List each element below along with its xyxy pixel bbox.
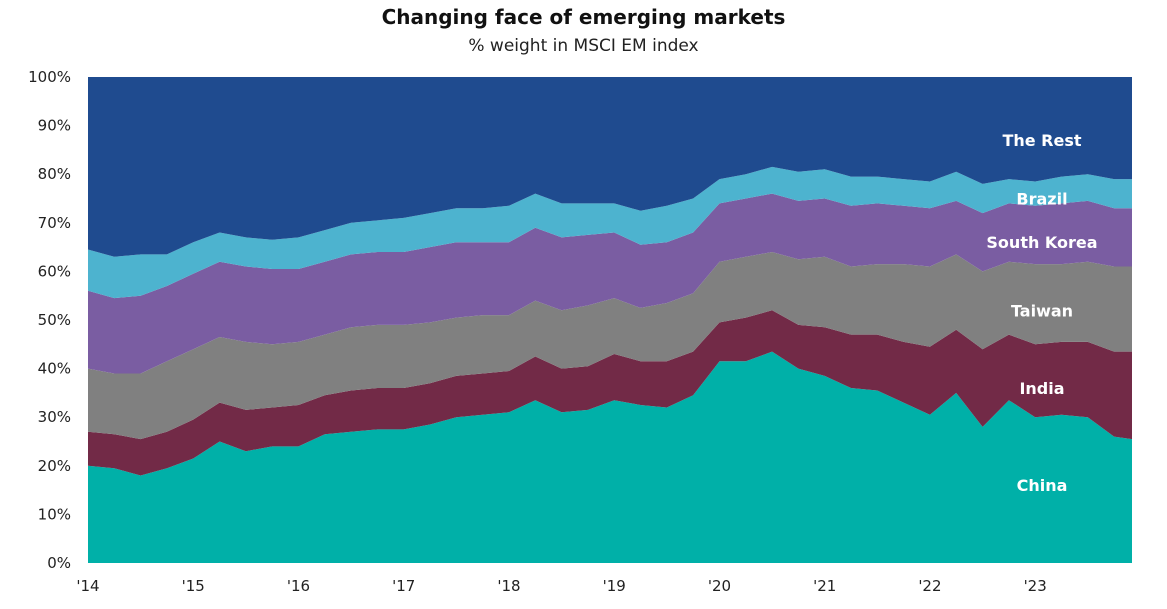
series-label-india: India: [1019, 379, 1064, 398]
x-axis-ticks: '14 '15 '16 '17 '18 '19 '20 '21 '22 '23: [76, 577, 1046, 595]
y-tick-label: 70%: [38, 214, 71, 232]
y-tick-label: 30%: [38, 408, 71, 426]
y-axis-ticks: 0% 10% 20% 30% 40% 50% 60% 70% 80% 90% 100%: [28, 68, 71, 572]
area-china: [88, 351, 1132, 563]
chart-subtitle: % weight in MSCI EM index: [468, 36, 699, 56]
y-tick-label: 100%: [28, 68, 71, 86]
y-tick-label: 90%: [38, 117, 71, 135]
series-label-brazil: Brazil: [1016, 190, 1067, 209]
y-tick-label: 80%: [38, 165, 71, 183]
y-tick-label: 60%: [38, 262, 71, 280]
x-tick-label: '18: [497, 577, 520, 595]
x-tick-label: '15: [182, 577, 205, 595]
chart-title: Changing face of emerging markets: [381, 5, 786, 29]
series-label-south-korea: South Korea: [986, 233, 1097, 252]
x-tick-label: '19: [603, 577, 626, 595]
x-tick-label: '22: [918, 577, 941, 595]
y-tick-label: 0%: [47, 554, 71, 572]
series-labels: China India Taiwan South Korea Brazil The Res…: [986, 131, 1097, 495]
series-label-the-rest: The Rest: [1002, 131, 1081, 150]
x-tick-label: '17: [392, 577, 415, 595]
x-tick-label: '14: [76, 577, 99, 595]
area-layers: [88, 77, 1132, 563]
y-tick-label: 40%: [38, 360, 71, 378]
y-tick-label: 20%: [38, 457, 71, 475]
area-the-rest: [88, 77, 1132, 257]
area-india: [88, 310, 1132, 476]
area-taiwan: [88, 252, 1132, 440]
x-tick-label: '23: [1024, 577, 1047, 595]
x-tick-label: '16: [287, 577, 310, 595]
x-tick-label: '20: [708, 577, 731, 595]
x-tick-label: '21: [813, 577, 836, 595]
series-label-taiwan: Taiwan: [1011, 301, 1073, 320]
area-south-korea: [88, 193, 1132, 374]
y-tick-label: 50%: [38, 311, 71, 329]
area-brazil: [88, 166, 1132, 299]
series-label-china: China: [1017, 476, 1068, 495]
y-tick-label: 10%: [38, 505, 71, 523]
